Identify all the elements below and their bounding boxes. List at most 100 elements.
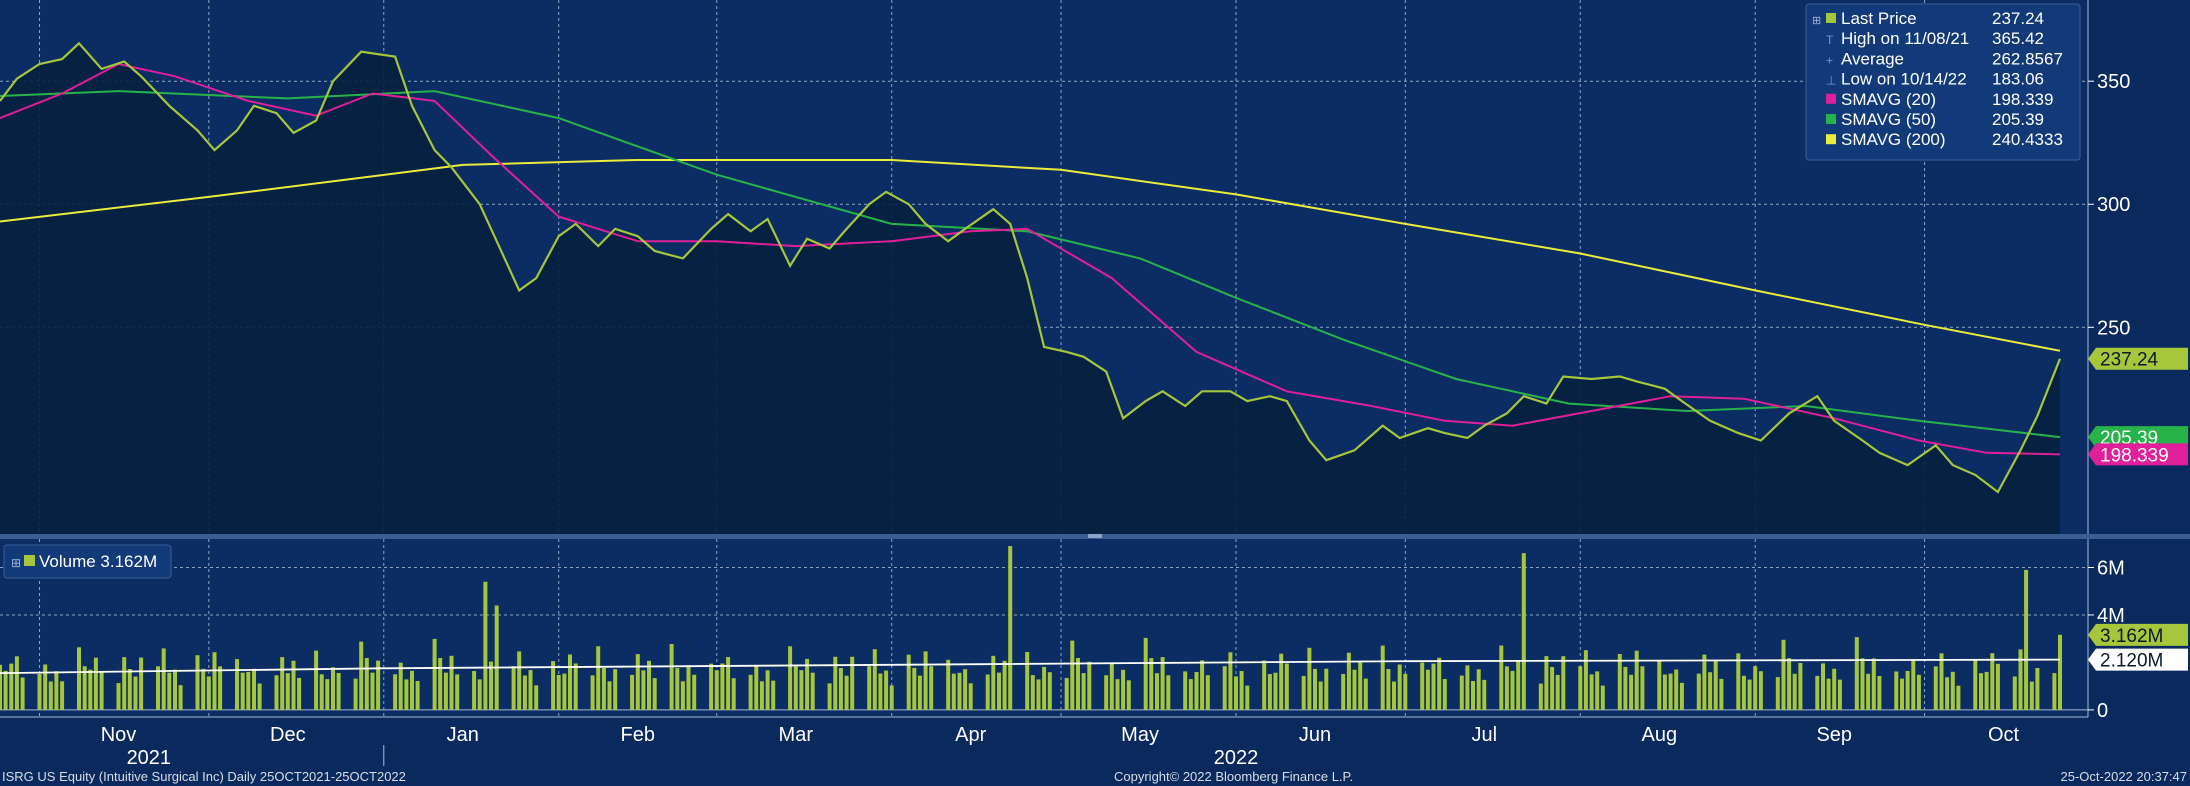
price-axis-label: 250 [2097, 317, 2130, 339]
volume-bar [1008, 546, 1013, 710]
year-label: 2021 [127, 747, 172, 769]
splitter-handle[interactable] [1088, 534, 1102, 538]
volume-bar [1668, 673, 1673, 710]
volume-bar [1877, 676, 1882, 710]
volume-bar [1538, 683, 1543, 710]
volume-bar [1025, 652, 1030, 710]
volume-bar [517, 651, 522, 710]
volume-bar [432, 638, 437, 710]
volume-bar [1956, 685, 1961, 710]
volume-bar [1318, 681, 1323, 710]
month-label: Oct [1988, 724, 2020, 746]
volume-bar [1425, 669, 1430, 710]
volume-bar [167, 672, 172, 710]
volume-bar [833, 656, 838, 710]
volume-bar [314, 650, 319, 710]
footer-security-info: ISRG US Equity (Intuitive Surgical Inc) … [2, 769, 406, 784]
volume-bar [613, 669, 618, 710]
volume-bar [438, 658, 443, 710]
volume-bar [635, 654, 640, 710]
price-legend[interactable]: ⊞ Last Price 237.24 T High on 11/08/21 365.42… [1805, 3, 2081, 161]
volume-bar [1403, 673, 1408, 710]
volume-bar [1561, 656, 1566, 710]
legend-swatch [1826, 134, 1836, 145]
volume-bar [2012, 676, 2017, 710]
volume-bar [393, 674, 398, 710]
month-label: Dec [270, 724, 306, 746]
month-label: Jan [447, 724, 479, 746]
price-axis-label: 350 [2097, 71, 2130, 93]
volume-bar [3, 670, 8, 710]
volume-bar [1205, 675, 1210, 710]
volume-bar [1753, 666, 1758, 710]
legend-value: 237.24 [1992, 9, 2044, 28]
volume-bar [127, 669, 132, 710]
legend-value: 198.339 [1992, 90, 2053, 109]
volume-bar [590, 675, 595, 710]
volume-bar [1262, 660, 1267, 710]
volume-bar [1245, 685, 1250, 710]
volume-bar [489, 661, 493, 710]
volume-legend-label: Volume 3.162M [39, 552, 157, 571]
volume-bar [1087, 661, 1092, 710]
volume-bar [1821, 663, 1825, 710]
volume-bar [1465, 665, 1470, 710]
price-axis-label: 300 [2097, 194, 2130, 216]
volume-bar [1228, 652, 1233, 710]
volume-bar [1188, 679, 1193, 710]
volume-bar [1578, 666, 1583, 710]
month-label: Feb [621, 724, 655, 746]
volume-bar [641, 670, 646, 710]
volume-bar [1583, 650, 1588, 710]
volume-bar [257, 683, 262, 710]
volume-tag-label: 3.162M [2100, 626, 2163, 647]
volume-bar [1679, 682, 1684, 710]
volume-bar [1521, 553, 1526, 710]
volume-bar [568, 654, 572, 710]
volume-bar [483, 581, 488, 710]
volume-bar [1504, 666, 1509, 710]
month-label: Jul [1472, 724, 1498, 746]
volume-bar [522, 675, 527, 710]
legend-expander: ⊞ [1812, 15, 1821, 27]
volume-bar [1431, 663, 1436, 710]
volume-bar [1313, 668, 1317, 710]
volume-bar [720, 663, 725, 710]
footer-copyright: Copyright© 2022 Bloomberg Finance L.P. [1114, 769, 1353, 784]
volume-legend-expander[interactable]: ⊞ [11, 556, 21, 570]
legend-label: Low on 10/14/22 [1841, 70, 1967, 89]
volume-bar [1990, 653, 1995, 710]
price-tag-shape [2088, 426, 2188, 449]
volume-bar [43, 664, 48, 710]
time-axis: Nov Dec Jan Feb Mar Apr May Jun Jul Aug Sep Oct 2021… [0, 716, 2088, 769]
volume-bar [2052, 673, 2057, 710]
volume-bar [968, 683, 973, 710]
volume-tag-shape [2088, 623, 2188, 646]
volume-bar [1719, 678, 1724, 710]
volume-tags: 3.162M 2.120M [2088, 623, 2188, 672]
volume-bar [1544, 656, 1549, 710]
volume-bar [1900, 678, 1904, 710]
volume-bar [793, 666, 798, 710]
volume-bar [404, 679, 409, 710]
volume-bar [1832, 668, 1837, 710]
volume-axis-label: 4M [2097, 605, 2125, 627]
volume-bar [551, 661, 556, 710]
volume-legend-box[interactable] [3, 544, 172, 579]
volume-bar [1183, 671, 1188, 710]
price-tag-sma20: 198.339 [2088, 443, 2188, 466]
volume-bar [122, 657, 127, 710]
volume-legend[interactable]: ⊞ Volume 3.162M [3, 544, 172, 579]
volume-bar [48, 681, 53, 710]
volume-bar [963, 669, 968, 710]
volume-bar [607, 681, 612, 710]
price-axis: 250 300 350 [2088, 71, 2130, 339]
volume-bar [201, 668, 206, 710]
volume-bar [1143, 637, 1148, 710]
volume-bar [1301, 675, 1306, 710]
volume-bar [1713, 660, 1718, 710]
volume-bar [178, 685, 183, 710]
legend-label: High on 11/08/21 [1841, 29, 1969, 48]
volume-bar [1837, 679, 1842, 710]
volume-bar [799, 670, 804, 710]
